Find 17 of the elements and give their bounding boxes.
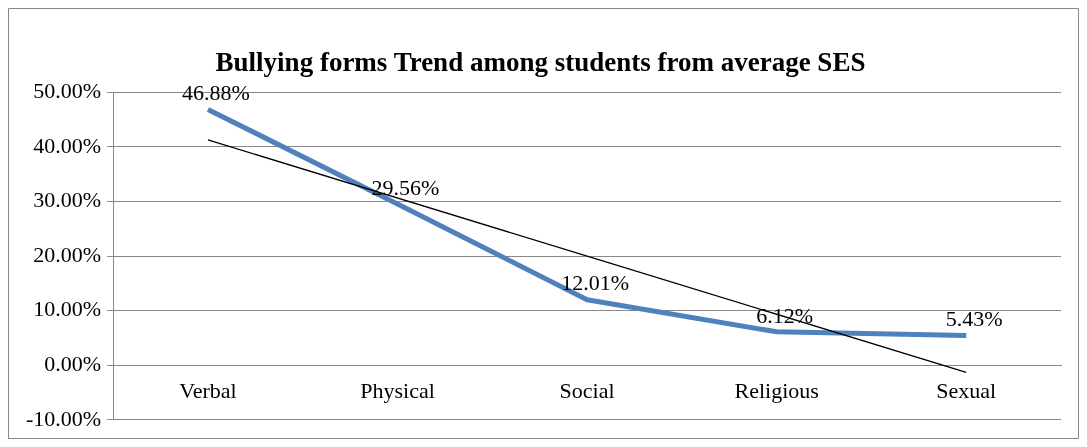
x-tick-label: Sexual <box>936 378 997 404</box>
y-tick-label: 30.00% <box>33 187 102 213</box>
y-tick-label: 0.00% <box>44 351 102 377</box>
y-tick-label: 10.00% <box>33 296 102 322</box>
data-label: 12.01% <box>561 270 629 296</box>
chart-title: Bullying forms Trend among students from average SES <box>215 47 866 78</box>
data-label: 5.43% <box>945 306 1003 332</box>
y-tick-label: -10.00% <box>26 405 102 431</box>
y-tick-label: 20.00% <box>33 241 102 267</box>
x-tick-label: Physical <box>360 378 435 404</box>
y-tick-label: 40.00% <box>33 132 102 158</box>
data-label: 46.88% <box>182 80 250 106</box>
x-tick-label: Verbal <box>179 378 237 404</box>
data-label: 29.56% <box>371 174 440 200</box>
y-tick-label: 50.00% <box>33 78 102 104</box>
x-tick-label: Social <box>559 378 615 404</box>
x-tick-label: Religious <box>734 378 819 404</box>
